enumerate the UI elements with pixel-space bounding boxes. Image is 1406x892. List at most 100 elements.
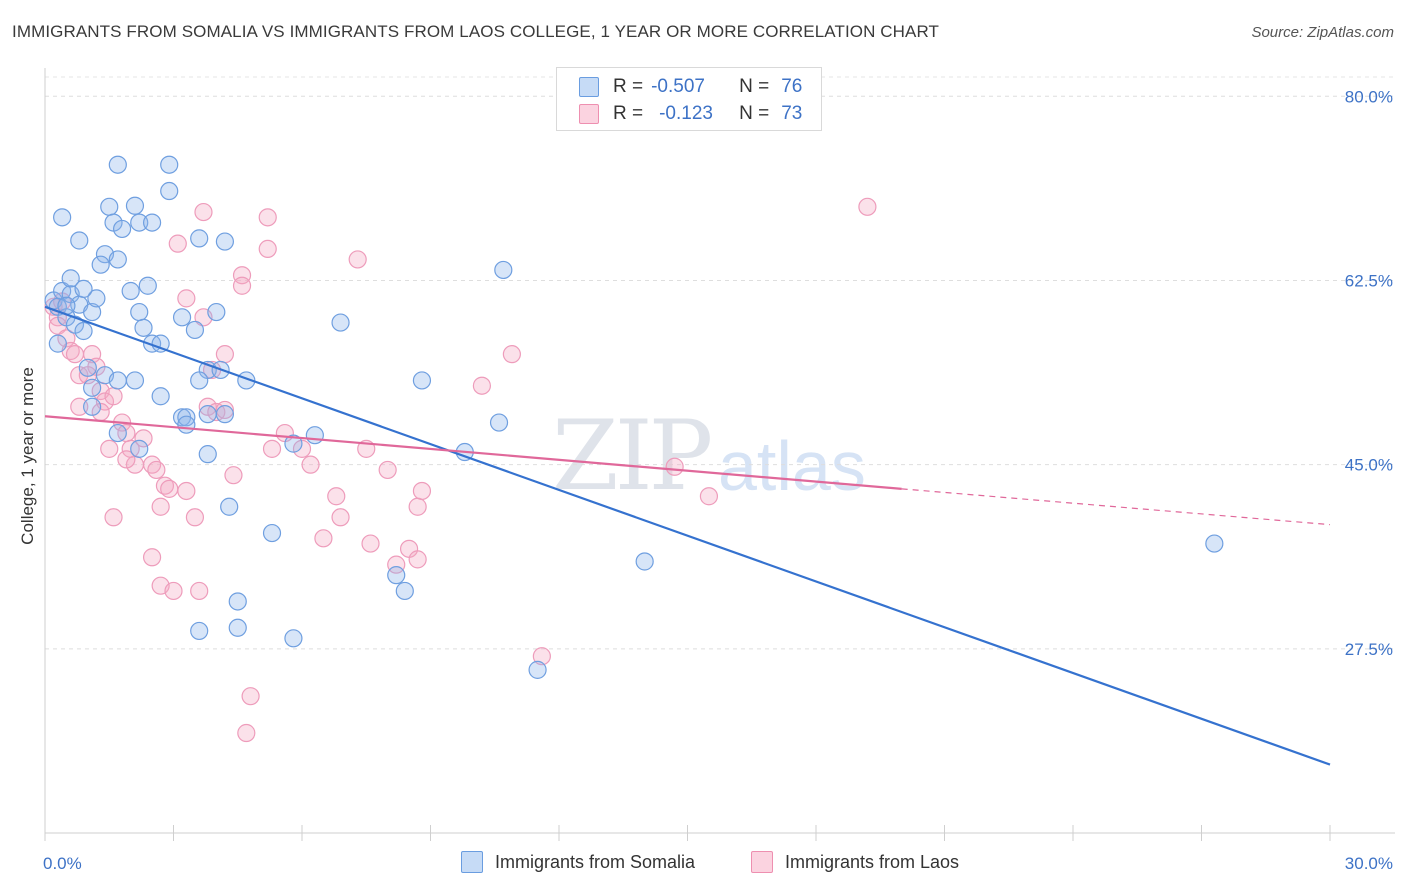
x-tick-label-end: 30.0% <box>1345 854 1393 873</box>
somalia-point <box>177 408 196 427</box>
somalia-point <box>228 592 247 611</box>
y-tick-label: 45.0% <box>1345 456 1393 475</box>
somalia-point <box>220 497 239 516</box>
laos-point <box>190 581 209 601</box>
legend-item-somalia[interactable]: Immigrants from Somalia <box>461 851 695 873</box>
somalia-point <box>83 302 102 322</box>
laos-point <box>378 460 397 480</box>
laos-point <box>104 387 123 406</box>
laos-legend-label: Immigrants from Laos <box>785 851 960 872</box>
somalia-point <box>198 405 217 424</box>
laos-point <box>215 345 234 364</box>
somalia-point <box>112 219 132 239</box>
laos-point <box>147 460 166 480</box>
laos-r-label: R = <box>613 103 644 124</box>
somalia-point <box>215 232 234 251</box>
y-tick-label: 80.0% <box>1345 87 1393 106</box>
somalia-point <box>160 155 179 174</box>
somalia-point <box>108 423 127 443</box>
laos-point <box>104 508 123 527</box>
axes <box>44 68 1395 841</box>
laos-point <box>177 481 196 501</box>
somalia-point <box>528 660 547 679</box>
somalia-point <box>61 269 80 288</box>
somalia-point <box>78 358 97 377</box>
laos-swatch <box>579 104 599 124</box>
points-somalia <box>44 155 1224 679</box>
somalia-point <box>160 181 179 201</box>
laos-point <box>65 345 85 364</box>
laos-point <box>331 508 350 527</box>
somalia-point <box>1205 534 1224 553</box>
laos-point <box>408 497 427 516</box>
laos-point <box>142 548 162 567</box>
laos-trend-line <box>44 415 902 490</box>
laos-point <box>194 202 213 222</box>
somalia-point <box>138 276 157 295</box>
somalia-point <box>305 426 324 445</box>
watermark-atlas: atlas <box>718 427 866 505</box>
laos-point <box>198 397 217 416</box>
laos-point <box>237 723 256 743</box>
somalia-point <box>635 552 654 571</box>
laos-point <box>258 208 277 227</box>
somalia-point <box>108 155 127 174</box>
laos-point <box>665 457 684 476</box>
somalia-r-label: R = <box>613 76 644 97</box>
somalia-point <box>207 302 226 322</box>
laos-legend-swatch <box>751 851 773 873</box>
laos-point <box>408 550 427 569</box>
laos-point <box>164 581 183 601</box>
laos-point <box>292 439 312 458</box>
somalia-point <box>412 371 432 390</box>
laos-point <box>327 487 346 506</box>
somalia-point <box>284 629 303 648</box>
laos-point <box>215 400 234 420</box>
somalia-point <box>83 397 102 416</box>
laos-point <box>262 439 282 458</box>
laos-trend-extension <box>901 488 1331 526</box>
somalia-point <box>262 523 282 543</box>
laos-point <box>117 450 136 469</box>
y-tick-label: 62.5% <box>1345 271 1393 290</box>
laos-point <box>858 197 877 216</box>
somalia-point <box>331 313 350 332</box>
points-laos <box>44 197 877 743</box>
somalia-point <box>284 434 303 453</box>
somalia-point <box>83 378 102 397</box>
somalia-point <box>190 621 209 641</box>
laos-point <box>160 479 179 498</box>
laos-point <box>151 497 170 516</box>
legend-row-somalia: R = -0.507 N = 76 <box>579 74 802 100</box>
somalia-point <box>130 302 149 322</box>
laos-point <box>241 687 260 706</box>
laos-point <box>699 487 719 506</box>
somalia-point <box>130 439 149 458</box>
somalia-point <box>74 321 93 341</box>
somalia-point <box>185 320 205 340</box>
legend-item-laos[interactable]: Immigrants from Laos <box>751 851 959 873</box>
somalia-point <box>125 371 145 390</box>
tick-labels: 27.5% 45.0% 62.5% 80.0% 0.0% 30.0% <box>43 87 1393 873</box>
laos-point <box>387 555 406 574</box>
laos-n-label: N = <box>739 103 770 124</box>
somalia-point <box>100 197 119 216</box>
laos-point <box>532 647 551 666</box>
somalia-point <box>190 229 209 248</box>
watermark-zip: ZIP <box>552 400 713 512</box>
somalia-point <box>198 445 217 464</box>
somalia-point <box>215 405 234 424</box>
somalia-point <box>142 213 162 232</box>
grid-lines <box>45 76 1395 650</box>
stats-legend: R = -0.507 N = 76 R = -0.123 N = 73 <box>556 67 822 131</box>
somalia-legend-swatch <box>461 851 483 873</box>
somalia-point <box>134 318 153 337</box>
somalia-r-value: -0.507 <box>651 76 705 97</box>
trend-lines <box>44 305 1331 766</box>
somalia-point <box>74 279 93 299</box>
somalia-n-label: N = <box>739 76 770 97</box>
y-tick-label: 27.5% <box>1345 640 1393 659</box>
laos-point <box>100 439 119 458</box>
somalia-point <box>125 196 145 215</box>
